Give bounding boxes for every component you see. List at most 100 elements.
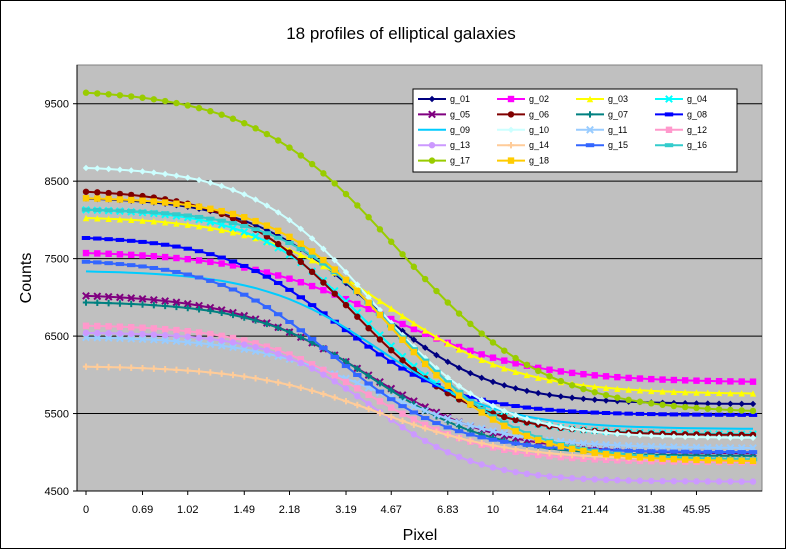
x-tick-label: 1.49: [234, 504, 255, 516]
data-point: [319, 345, 328, 350]
data-point: [501, 466, 508, 474]
data-point: [388, 413, 395, 421]
data-point: [523, 432, 531, 440]
data-point: [218, 309, 225, 316]
legend-label: g_02: [529, 94, 549, 104]
legend-entry: g_07: [576, 109, 628, 119]
data-point: [115, 237, 125, 242]
data-point: [399, 410, 406, 417]
data-point: [648, 387, 655, 395]
data-point: [94, 329, 101, 337]
data-point: [251, 227, 260, 232]
data-point: [692, 412, 701, 417]
data-point: [150, 301, 158, 309]
legend-marker: [665, 95, 673, 103]
data-point: [433, 372, 440, 379]
data-point: [273, 235, 283, 240]
legend-label: g_09: [450, 125, 470, 135]
data-point: [444, 299, 451, 306]
data-point: [535, 389, 542, 397]
series-layer: [81, 89, 758, 485]
data-point: [138, 239, 147, 244]
legend-label: g_14: [529, 140, 549, 150]
data-point: [104, 261, 113, 266]
data-point: [466, 421, 475, 430]
x-tick-label: 4.67: [381, 504, 402, 516]
data-point: [376, 297, 384, 305]
data-point: [286, 144, 293, 151]
data-point: [455, 434, 463, 442]
data-point: [466, 432, 475, 437]
data-point: [128, 191, 135, 199]
y-tick-label: 7500: [45, 254, 69, 266]
y-tick-label: 8500: [45, 176, 69, 188]
data-point: [749, 400, 757, 408]
data-point: [433, 443, 440, 451]
data-point: [715, 457, 723, 464]
data-point: [714, 449, 724, 454]
data-point: [636, 442, 644, 451]
data-point: [478, 396, 485, 404]
data-point: [161, 170, 169, 178]
legend-label: g_01: [450, 94, 470, 104]
data-point: [693, 389, 700, 396]
data-point: [535, 436, 542, 444]
data-point: [455, 310, 463, 317]
data-point: [489, 361, 497, 368]
data-point: [320, 366, 327, 374]
data-point: [194, 275, 204, 280]
data-point: [557, 423, 565, 431]
data-point: [659, 388, 666, 395]
data-point: [523, 371, 531, 379]
data-point: [410, 431, 418, 438]
data-point: [139, 197, 146, 204]
data-point: [501, 365, 508, 372]
data-point: [161, 365, 169, 373]
data-point: [636, 387, 644, 394]
data-point: [81, 259, 91, 264]
data-point: [501, 413, 508, 421]
legend-entry: g_02: [497, 94, 549, 104]
data-point: [320, 279, 327, 286]
data-point: [138, 335, 147, 344]
data-point: [681, 456, 689, 463]
data-point: [319, 261, 328, 266]
data-point: [365, 391, 372, 399]
data-point: [693, 400, 700, 407]
data-point: [139, 94, 146, 101]
data-point: [703, 449, 712, 454]
data-point: [342, 358, 350, 365]
data-point: [342, 268, 350, 276]
data-point: [489, 464, 497, 471]
data-point: [286, 381, 293, 389]
data-point: [478, 409, 485, 416]
data-point: [331, 394, 338, 401]
data-point: [286, 249, 293, 256]
data-point: [704, 456, 711, 464]
data-point: [387, 359, 396, 364]
data-point: [342, 295, 350, 303]
data-point: [308, 361, 316, 368]
data-point: [647, 442, 656, 451]
data-point: [625, 374, 632, 382]
data-point: [241, 373, 248, 380]
data-point: [376, 409, 384, 417]
data-point: [184, 201, 191, 209]
data-point: [218, 260, 225, 267]
data-point: [218, 332, 225, 340]
x-tick-label: 45.95: [683, 504, 711, 516]
data-point: [534, 406, 543, 411]
data-point: [375, 352, 385, 357]
data-point: [229, 343, 237, 352]
data-point: [704, 377, 711, 385]
data-point: [195, 301, 203, 310]
data-point: [160, 242, 170, 247]
data-point: [365, 405, 372, 413]
data-point: [624, 411, 633, 416]
data-point: [523, 447, 531, 454]
data-point: [680, 449, 690, 454]
data-point: [444, 449, 451, 456]
data-point: [738, 457, 745, 464]
data-point: [150, 253, 158, 260]
data-point: [353, 336, 362, 341]
